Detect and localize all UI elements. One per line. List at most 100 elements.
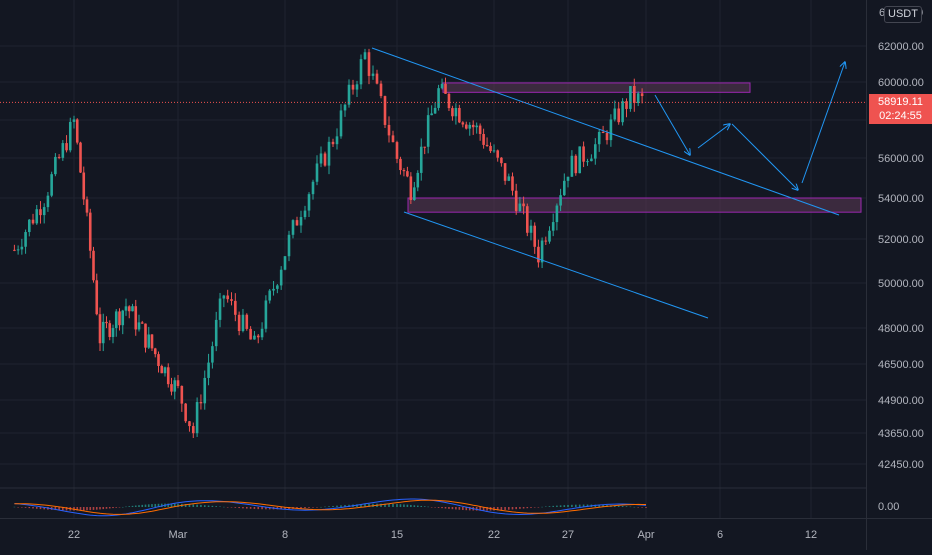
histogram-bar [571, 504, 573, 507]
candle-body [444, 83, 447, 94]
histogram-bar [465, 507, 468, 511]
histogram-bar [134, 505, 137, 507]
histogram-bar [388, 503, 390, 507]
candle-body [245, 314, 249, 329]
y-tick-label: 42450.00 [878, 459, 924, 471]
candle-body [295, 220, 299, 226]
countdown-timer: 02:24:55 [869, 109, 932, 124]
y-tick-label: 60000.00 [878, 77, 924, 89]
histogram-bar [462, 507, 464, 510]
candle-body [496, 150, 499, 158]
histogram-bar [360, 504, 362, 507]
candle-body [16, 249, 20, 251]
histogram-bar [184, 503, 187, 507]
candle-body [299, 217, 303, 226]
histogram-bar [177, 503, 179, 507]
histogram-bar [28, 507, 31, 509]
histogram-bar [427, 506, 429, 508]
histogram-bar [196, 504, 198, 507]
candle-body [458, 107, 461, 123]
histogram-bar [614, 505, 616, 507]
candle-body [283, 256, 287, 270]
candle-body [85, 199, 89, 213]
candle-body [279, 269, 283, 286]
currency-unit-button[interactable]: USDT [884, 6, 922, 23]
candle-body [92, 250, 95, 281]
histogram-bar [444, 507, 447, 509]
candle-body [256, 335, 260, 338]
histogram-bar [368, 503, 370, 507]
histogram-bar [147, 504, 150, 507]
y-tick-label: 46500.00 [878, 359, 924, 371]
candle-body [176, 380, 180, 386]
histogram-bar [416, 505, 419, 507]
histogram-bar [629, 506, 632, 508]
candle-body [503, 163, 507, 181]
candle-body [514, 190, 518, 212]
histogram-bar [58, 507, 60, 511]
histogram-bar [89, 507, 92, 511]
candle-body [137, 322, 141, 330]
histogram-bar [32, 507, 34, 509]
candle-body [214, 319, 218, 347]
histogram-bar [308, 507, 310, 508]
candle-body [237, 314, 241, 331]
candle-body [203, 377, 207, 404]
histogram-bar [43, 507, 45, 510]
candle-body [636, 93, 640, 103]
candle-body [633, 86, 636, 103]
histogram-bar [451, 507, 454, 510]
candle-body [191, 426, 195, 434]
histogram-bar [410, 504, 412, 507]
histogram-bar [508, 507, 510, 510]
x-tick-label: Mar [168, 529, 188, 541]
candle-body [339, 110, 343, 137]
histogram-bar [65, 507, 68, 511]
candle-body [20, 246, 24, 250]
histogram-bar [226, 507, 229, 508]
histogram-bar [336, 505, 338, 507]
candle-body [409, 176, 413, 201]
candle-body [249, 328, 252, 340]
x-tick-label: 22 [67, 529, 81, 541]
candle-body [173, 380, 177, 392]
histogram-bar [76, 507, 79, 511]
projection-arrow [697, 124, 730, 149]
histogram-bar [115, 507, 118, 508]
candle-body [475, 125, 478, 128]
candle-body [72, 119, 76, 122]
candle-body [218, 298, 222, 320]
candle-body [423, 146, 427, 148]
histogram-bar [515, 507, 517, 510]
candle-body [335, 136, 339, 145]
candles-group [13, 48, 644, 439]
histogram-bar [105, 507, 108, 509]
candle-body [57, 156, 61, 158]
candle-body [222, 295, 226, 299]
candle-body [114, 311, 118, 329]
histogram-bar [86, 507, 88, 511]
candle-body [150, 334, 154, 349]
candle-body [507, 176, 511, 181]
candle-body [211, 346, 214, 363]
histogram-bar [420, 505, 423, 507]
candle-body [121, 310, 125, 326]
candle-body [555, 205, 559, 223]
x-tick-label: 27 [561, 529, 575, 541]
candle-body [548, 230, 551, 242]
histogram-bar [556, 505, 558, 507]
histogram-bar [234, 507, 237, 508]
histogram-bar [296, 507, 298, 509]
candle-body [544, 240, 548, 242]
candle-body [79, 142, 82, 173]
histogram-bar [141, 504, 144, 507]
candle-body [188, 421, 191, 427]
candle-body [207, 362, 210, 378]
histogram-bar [128, 506, 131, 507]
candle-body [492, 150, 496, 152]
histogram-bar [437, 507, 440, 508]
histogram-bar [364, 503, 366, 507]
histogram-bar [645, 507, 647, 508]
